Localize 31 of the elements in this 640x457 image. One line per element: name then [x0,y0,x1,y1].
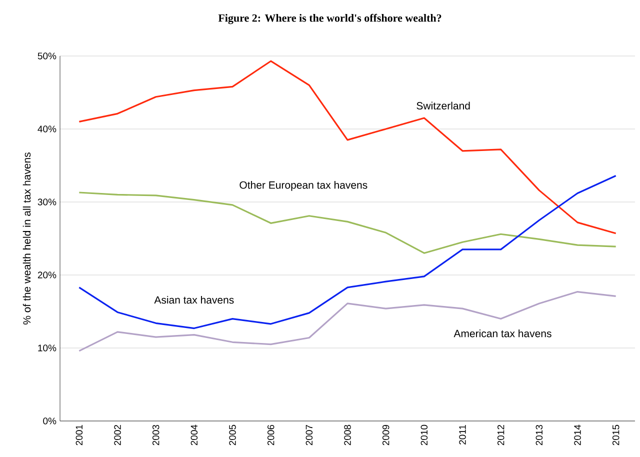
x-tick-label: 2003 [152,424,160,446]
line-series [78,192,617,254]
x-tick-label: 2002 [114,424,121,446]
series-label: American tax havens [454,330,552,338]
y-tick-label: 40% [38,126,56,132]
x-tick-label: 2007 [306,424,313,446]
series-label: Switzerland [416,102,470,110]
y-tick-label: 50% [38,52,56,60]
x-tick-label: 2005 [229,424,236,446]
chart-title: Figure 2: Where is the world's offshore wealth? [218,14,442,24]
series-label: Asian tax havens [154,296,234,304]
y-tick-label: 0% [43,418,56,424]
x-tick-label: 2013 [536,424,543,446]
x-tick-label: 2012 [497,424,504,446]
x-tick-label: 2014 [574,424,581,446]
x-tick-label: 2008 [344,424,351,446]
x-tick-label: 2009 [382,424,390,446]
line-series [78,60,617,234]
y-tick-label: 10% [38,344,56,352]
x-tick-label: 2006 [267,424,274,446]
x-tick-label: 2010 [420,424,428,446]
y-tick-label: 20% [38,272,56,278]
x-tick-label: 2015 [612,424,620,446]
line-series [78,174,617,330]
x-tick-label: 2011 [459,424,466,444]
x-tick-label: 2001 [76,424,83,446]
y-axis-title: % of the wealth held in all tax havens [22,152,31,324]
series-label: Other European tax havens [240,181,368,191]
line-series [78,290,617,352]
y-tick-label: 30% [38,198,56,206]
x-tick-label: 2004 [190,424,198,446]
